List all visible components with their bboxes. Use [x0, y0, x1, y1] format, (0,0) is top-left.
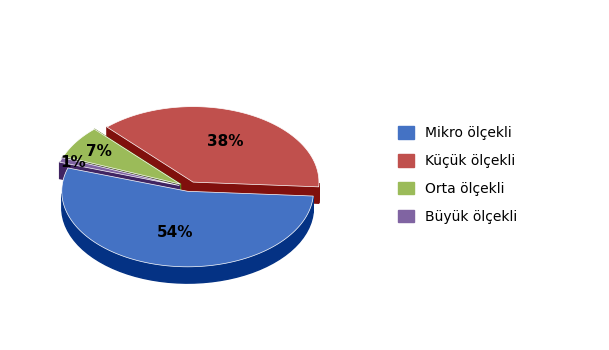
Polygon shape — [107, 107, 319, 187]
Polygon shape — [62, 194, 313, 283]
Text: 7%: 7% — [86, 144, 112, 159]
Polygon shape — [193, 182, 319, 203]
Polygon shape — [63, 129, 180, 184]
Text: 54%: 54% — [157, 225, 193, 240]
Polygon shape — [94, 129, 180, 201]
Polygon shape — [62, 158, 179, 202]
Polygon shape — [63, 156, 180, 201]
Text: 38%: 38% — [207, 134, 244, 149]
Polygon shape — [107, 127, 193, 198]
Polygon shape — [60, 158, 179, 186]
Polygon shape — [188, 191, 313, 212]
Text: 1%: 1% — [60, 155, 86, 170]
Polygon shape — [68, 168, 188, 208]
Polygon shape — [60, 162, 179, 202]
Polygon shape — [62, 168, 313, 267]
Legend: Mikro ölçekli, Küçük ölçekli, Orta ölçekli, Büyük ölçekli: Mikro ölçekli, Küçük ölçekli, Orta ölçek… — [392, 121, 523, 229]
